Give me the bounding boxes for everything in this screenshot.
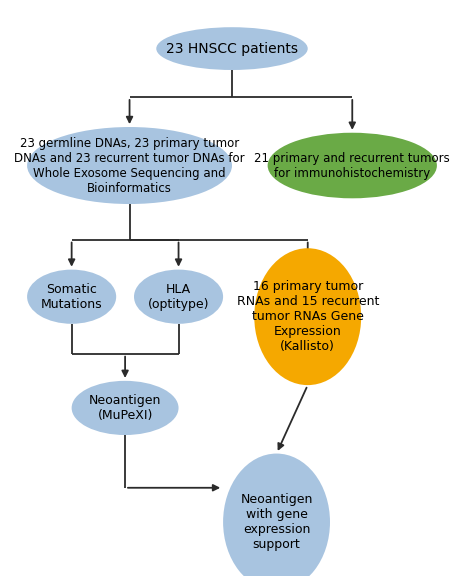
Text: 16 primary tumor
RNAs and 15 recurrent
tumor RNAs Gene
Expression
(Kallisto): 16 primary tumor RNAs and 15 recurrent t…: [236, 280, 378, 353]
Ellipse shape: [71, 381, 178, 435]
Ellipse shape: [134, 269, 223, 324]
Text: 23 HNSCC patients: 23 HNSCC patients: [166, 41, 297, 56]
Text: 21 primary and recurrent tumors
for immunohistochemistry: 21 primary and recurrent tumors for immu…: [254, 151, 449, 179]
Text: HLA
(optitype): HLA (optitype): [148, 283, 209, 311]
Ellipse shape: [156, 27, 307, 70]
Text: 23 germline DNAs, 23 primary tumor
DNAs and 23 recurrent tumor DNAs for
Whole Ex: 23 germline DNAs, 23 primary tumor DNAs …: [14, 137, 244, 194]
Text: Neoantigen
with gene
expression
support: Neoantigen with gene expression support: [240, 493, 312, 551]
Ellipse shape: [267, 133, 436, 198]
Text: Somatic
Mutations: Somatic Mutations: [41, 283, 102, 311]
Ellipse shape: [27, 127, 232, 204]
Ellipse shape: [254, 249, 360, 385]
Ellipse shape: [223, 453, 329, 582]
Text: Neoantigen
(MuPeXI): Neoantigen (MuPeXI): [89, 394, 161, 422]
Ellipse shape: [27, 269, 116, 324]
